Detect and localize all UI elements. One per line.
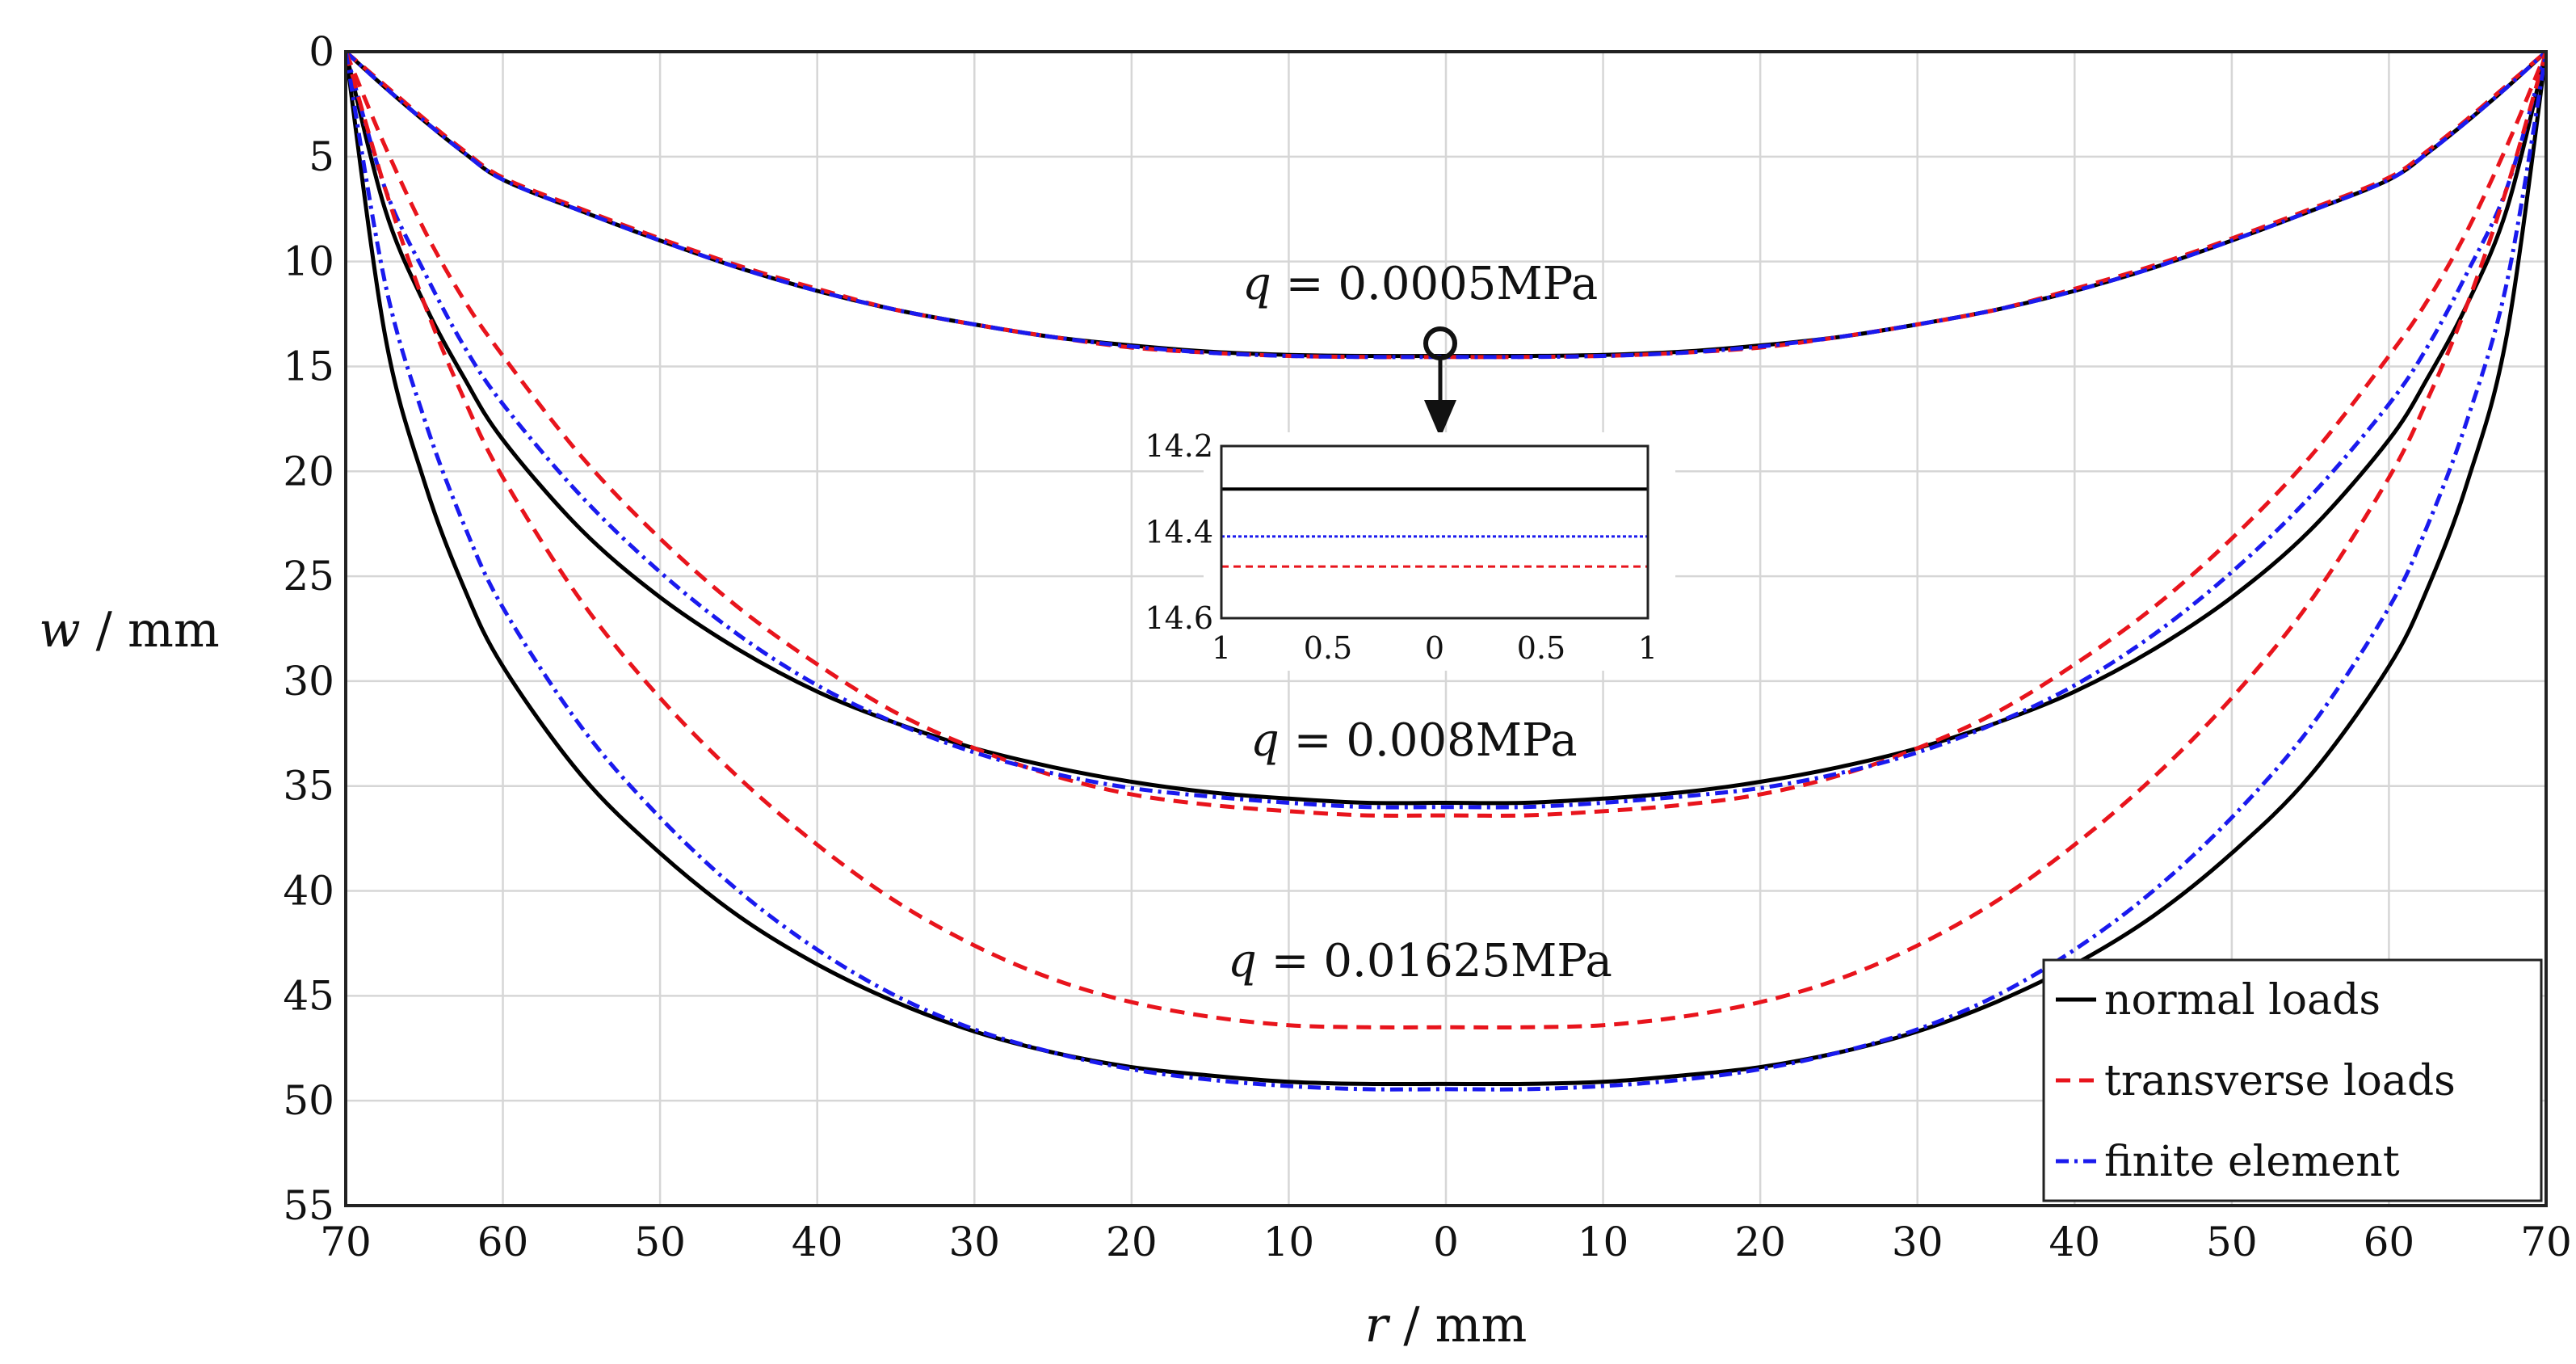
inset-x-tick-labels: 1 0.5 0 0.5 1 <box>1212 630 1658 666</box>
inset-x-tick-label: 0.5 <box>1517 630 1565 666</box>
zoom-pointer <box>1423 326 1457 438</box>
inset-x-tick-label: 0 <box>1425 630 1444 666</box>
x-tick-label: 40 <box>2049 1219 2100 1265</box>
legend-label-transverse-loads: transverse loads <box>2104 1057 2456 1105</box>
zoom-inset: 1 0.5 0 0.5 1 14.2 14.4 14.6 <box>1145 428 1675 671</box>
y-tick-label: 50 <box>283 1077 334 1124</box>
annotation-q-0.01625: q = 0.01625MPa <box>1228 935 1612 987</box>
series-normal-loads-q-0-008mpa <box>346 52 2546 806</box>
y-tick-label: 40 <box>283 868 334 915</box>
x-tick-labels: 70 60 50 40 30 20 10 0 10 20 30 40 50 60 70 <box>320 1219 2572 1265</box>
legend-label-normal-loads: normal loads <box>2104 976 2381 1025</box>
legend-label-finite-element: finite element <box>2104 1138 2400 1186</box>
inset-background <box>1204 432 1675 671</box>
x-tick-label: 20 <box>1106 1219 1158 1265</box>
x-tick-label: 30 <box>948 1219 1000 1265</box>
x-tick-label: 60 <box>2364 1219 2415 1265</box>
series-finite-element-q-0-01625mpa <box>346 52 2546 1092</box>
x-tick-label: 70 <box>2520 1219 2572 1265</box>
y-tick-label: 15 <box>283 343 334 389</box>
x-axis-label: r / mm <box>1365 1297 1528 1353</box>
x-tick-label: 10 <box>1263 1219 1315 1265</box>
y-tick-label: 55 <box>283 1182 334 1229</box>
series-transverse-loads-q-0-008mpa <box>346 52 2546 818</box>
y-tick-label: 45 <box>283 972 334 1019</box>
x-tick-label: 50 <box>2206 1219 2258 1265</box>
series-transverse-loads-q-0-01625mpa <box>346 52 2546 1029</box>
x-tick-label: 40 <box>792 1219 843 1265</box>
inset-y-tick-label: 14.6 <box>1145 600 1213 636</box>
x-tick-label: 0 <box>1433 1219 1459 1265</box>
x-tick-label: 20 <box>1734 1219 1786 1265</box>
y-tick-label: 20 <box>283 448 334 495</box>
series-lines <box>346 52 2546 1092</box>
x-tick-label: 60 <box>477 1219 529 1265</box>
y-tick-label: 25 <box>283 553 334 600</box>
inset-x-tick-label: 0.5 <box>1304 630 1352 666</box>
x-tick-label: 30 <box>1892 1219 1944 1265</box>
y-tick-labels: 0 5 10 15 20 25 30 35 40 45 50 55 <box>283 28 334 1229</box>
inset-y-tick-label: 14.4 <box>1145 515 1213 550</box>
inset-y-tick-labels: 14.2 14.4 14.6 <box>1145 428 1213 636</box>
annotation-q-0.0005: q = 0.0005MPa <box>1242 258 1598 310</box>
y-tick-label: 10 <box>283 238 334 285</box>
x-tick-label: 10 <box>1578 1219 1629 1265</box>
zoom-arrow-head-icon <box>1424 400 1456 438</box>
inset-x-tick-label: 1 <box>1638 630 1658 666</box>
series-normal-loads-q-0-01625mpa <box>346 52 2546 1087</box>
inset-y-tick-label: 14.2 <box>1145 428 1213 464</box>
y-tick-label: 0 <box>309 28 334 75</box>
x-tick-label: 50 <box>634 1219 686 1265</box>
annotation-q-0.008: q = 0.008MPa <box>1250 714 1578 767</box>
y-axis-label: w / mm <box>39 602 220 659</box>
legend-box <box>2042 958 2543 1202</box>
inset-lines <box>1221 487 1648 568</box>
y-tick-label: 30 <box>283 658 334 705</box>
series-finite-element-q-0-008mpa <box>346 52 2546 810</box>
inset-frame <box>1220 444 1649 620</box>
y-tick-label: 35 <box>283 763 334 810</box>
y-tick-label: 5 <box>309 133 334 180</box>
x-tick-label: 70 <box>320 1219 372 1265</box>
inset-x-tick-label: 1 <box>1212 630 1231 666</box>
legend: normal loads transverse loads finite ele… <box>2042 958 2543 1202</box>
zoom-marker-circle <box>1423 326 1457 360</box>
plot-frame <box>344 50 2548 1207</box>
